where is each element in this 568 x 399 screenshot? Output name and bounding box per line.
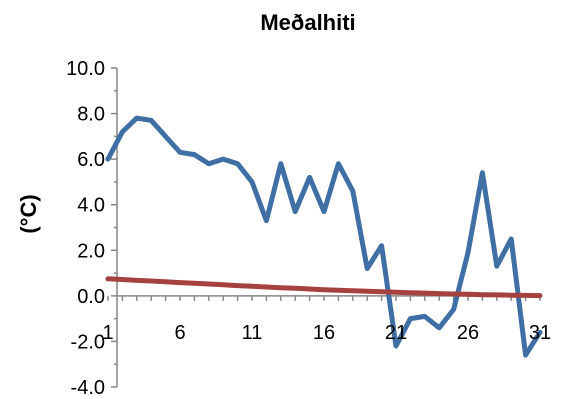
chart-title: Meðalhiti bbox=[260, 10, 355, 35]
y-tick-label: 10.0 bbox=[66, 58, 105, 80]
x-tick-label: 6 bbox=[174, 322, 185, 344]
series-line-2 bbox=[105, 276, 543, 299]
y-tick-label: 4.0 bbox=[77, 195, 105, 217]
y-tick-label: -2.0 bbox=[71, 331, 105, 353]
y-tick-label: 0.0 bbox=[77, 286, 105, 308]
y-tick-label: 8.0 bbox=[77, 104, 105, 126]
y-tick-label: 6.0 bbox=[77, 149, 105, 171]
y-tick-label: 2.0 bbox=[77, 240, 105, 262]
x-tick-label: 31 bbox=[529, 322, 551, 344]
x-tick-label: 26 bbox=[457, 322, 479, 344]
y-tick-label: -4.0 bbox=[71, 377, 105, 399]
series-lines bbox=[105, 115, 543, 358]
x-tick-label: 1 bbox=[102, 322, 113, 344]
x-tick-label: 21 bbox=[385, 322, 407, 344]
series-line-1 bbox=[105, 115, 543, 358]
x-tick-label: 16 bbox=[313, 322, 335, 344]
y-axis-label: (°C) bbox=[16, 194, 41, 233]
x-tick-label: 11 bbox=[242, 322, 263, 344]
tick-labels: 10.08.06.04.02.00.0-2.0-4.01 6 11 16 21 26 31 bbox=[66, 58, 551, 399]
